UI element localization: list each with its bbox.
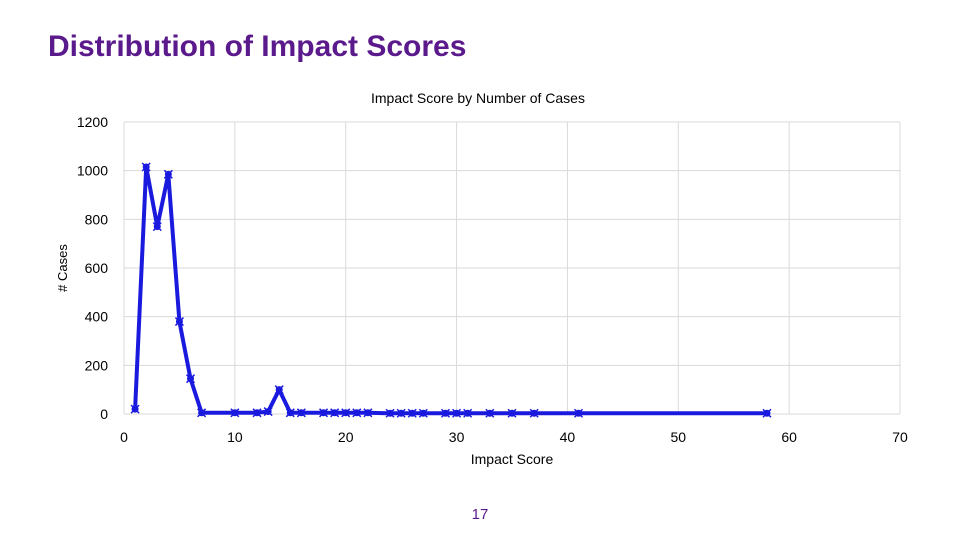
y-tick-label: 800 bbox=[85, 211, 109, 227]
data-point bbox=[452, 408, 462, 418]
data-point bbox=[529, 408, 539, 418]
data-point bbox=[152, 222, 162, 232]
data-point bbox=[296, 408, 306, 418]
x-tick-label: 20 bbox=[338, 429, 354, 445]
x-tick-label: 50 bbox=[670, 429, 686, 445]
slide-title: Distribution of Impact Scores bbox=[48, 30, 467, 63]
y-axis-label: # Cases bbox=[55, 244, 70, 292]
data-point bbox=[330, 408, 340, 418]
data-point bbox=[141, 162, 151, 172]
data-point bbox=[485, 408, 495, 418]
y-tick-label: 200 bbox=[85, 357, 109, 373]
data-point bbox=[407, 408, 417, 418]
data-point bbox=[463, 408, 473, 418]
x-tick-label: 10 bbox=[227, 429, 243, 445]
data-point bbox=[507, 408, 517, 418]
data-point bbox=[396, 408, 406, 418]
data-point bbox=[341, 408, 351, 418]
data-point bbox=[762, 408, 772, 418]
data-point bbox=[573, 408, 584, 418]
data-point bbox=[174, 317, 184, 327]
x-tick-label: 40 bbox=[560, 429, 576, 445]
y-tick-label: 1000 bbox=[77, 163, 108, 179]
page-number: 17 bbox=[471, 506, 489, 523]
x-tick-label: 30 bbox=[449, 429, 465, 445]
x-axis-ticks: 0 10 20 30 40 50 60 70 bbox=[120, 429, 908, 445]
data-point bbox=[285, 408, 295, 418]
line-chart: Impact Score by Number of Cases 02004006… bbox=[55, 90, 908, 467]
chart-title: Impact Score by Number of Cases bbox=[371, 90, 585, 106]
data-point bbox=[363, 408, 373, 418]
y-tick-label: 600 bbox=[85, 260, 109, 276]
y-tick-label: 400 bbox=[85, 309, 109, 325]
y-tick-label: 0 bbox=[100, 406, 108, 422]
data-point bbox=[418, 408, 428, 418]
y-axis-ticks: 0 200 400 600 800 1000 1200 bbox=[77, 114, 108, 422]
data-point bbox=[230, 408, 240, 418]
data-point bbox=[197, 408, 207, 418]
x-axis-label: Impact Score bbox=[471, 451, 554, 467]
data-point bbox=[130, 404, 140, 414]
y-tick-label: 1200 bbox=[77, 114, 108, 130]
x-tick-label: 0 bbox=[120, 429, 128, 445]
data-point bbox=[352, 408, 362, 418]
x-tick-label: 70 bbox=[892, 429, 908, 445]
series-line bbox=[133, 165, 767, 416]
data-point bbox=[252, 408, 262, 418]
data-point bbox=[163, 169, 173, 179]
data-point bbox=[385, 408, 395, 418]
data-point bbox=[440, 408, 451, 418]
data-point bbox=[185, 374, 196, 384]
series-group bbox=[130, 162, 772, 418]
x-tick-label: 60 bbox=[781, 429, 797, 445]
data-point bbox=[274, 385, 284, 395]
data-point bbox=[263, 407, 273, 417]
data-point bbox=[319, 408, 329, 418]
grid-lines bbox=[123, 121, 901, 415]
